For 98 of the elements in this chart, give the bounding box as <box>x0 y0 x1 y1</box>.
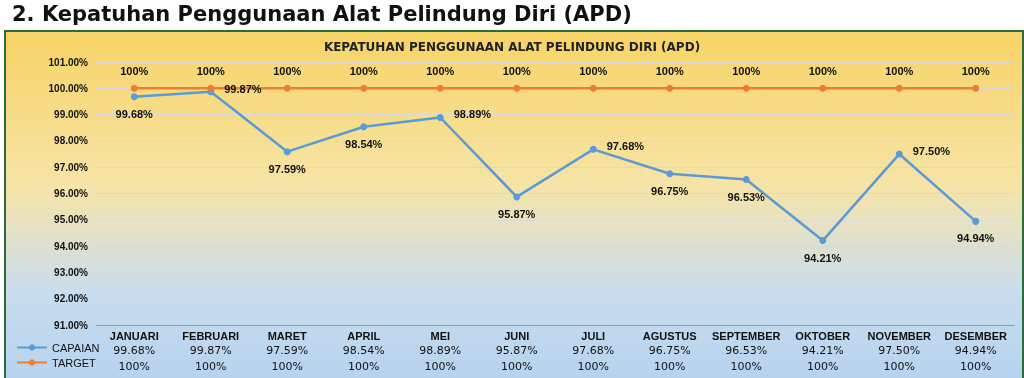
x-tick-label: JANUARI <box>109 329 159 342</box>
x-tick-label: DESEMBER <box>944 329 1007 342</box>
data-label: 97.59% <box>266 344 309 357</box>
text: 100% <box>349 65 378 78</box>
text: 100% <box>808 65 837 78</box>
point <box>513 193 521 201</box>
point <box>360 84 368 92</box>
data-label: 99.87% <box>189 344 232 357</box>
text: 100% <box>273 65 302 78</box>
data-label: 100% <box>271 360 303 373</box>
y-tick-label: 99.00% <box>54 109 89 121</box>
data-label: 100% <box>730 360 762 373</box>
text: 100% <box>196 65 225 78</box>
y-tick-label: 96.00% <box>54 188 89 199</box>
text: 100% <box>502 65 531 78</box>
point <box>436 113 444 121</box>
y-tick-label: 97.00% <box>54 161 89 173</box>
point <box>513 84 521 92</box>
chart-subtitle: KEPATUHAN PENGGUNAAN ALAT PELINDUNG DIRI (APD) <box>323 40 701 54</box>
data-label: 99.68% <box>113 344 156 357</box>
legend-label: CAPAIAN <box>52 341 100 354</box>
text: 99.68% <box>115 107 153 120</box>
point <box>283 84 291 92</box>
data-label: 96.53% <box>725 344 768 357</box>
data-label: 100% <box>501 360 533 373</box>
x-tick-label: MARET <box>267 329 308 342</box>
point <box>742 176 750 184</box>
text: 98.54% <box>345 137 383 150</box>
data-label: 100% <box>118 360 150 373</box>
point <box>666 170 674 178</box>
chart-title: 2. Kepatuhan Penggunaan Alat Pelindung Diri (APD) <box>12 2 632 26</box>
y-tick-label: 92.00% <box>54 293 89 305</box>
text: 94.21% <box>804 251 842 264</box>
x-tick-label: FEBRUARI <box>182 329 240 342</box>
data-label: 100% <box>654 360 686 373</box>
text: 100% <box>120 65 149 78</box>
point <box>666 84 674 92</box>
text: 96.53% <box>727 190 765 203</box>
y-tick-label: 101.00% <box>48 56 89 68</box>
point <box>819 237 827 245</box>
legend-label: TARGET <box>52 356 97 369</box>
data-label: 98.89% <box>419 344 462 357</box>
text: 95.87% <box>498 207 536 220</box>
point <box>207 84 215 92</box>
x-tick-label: MEI <box>430 329 451 342</box>
point <box>589 145 597 153</box>
point <box>742 84 750 92</box>
x-tick-label: SEPTEMBER <box>712 329 781 342</box>
point <box>436 84 444 92</box>
text: 100% <box>732 65 761 78</box>
x-tick-label: JUNI <box>504 329 530 342</box>
point <box>130 93 138 101</box>
point <box>360 123 368 131</box>
y-tick-label: 95.00% <box>54 214 89 226</box>
y-tick-label: 100.00% <box>48 82 89 94</box>
text: 100% <box>655 65 684 78</box>
data-label: 100% <box>348 360 380 373</box>
y-tick-label: 91.00% <box>54 319 89 331</box>
point <box>972 84 980 92</box>
x-tick-label: JULI <box>581 329 606 342</box>
data-label: 98.54% <box>342 344 385 357</box>
text: 98.89% <box>453 108 492 121</box>
text: 97.68% <box>606 140 645 153</box>
x-tick-label: OKTOBER <box>795 329 851 342</box>
data-label: 100% <box>960 360 992 373</box>
text: 100% <box>885 65 914 78</box>
text: 99.87% <box>224 82 262 95</box>
x-tick-label: NOVEMBER <box>867 329 932 342</box>
data-label: 100% <box>807 360 839 373</box>
point <box>589 84 597 92</box>
text: 97.50% <box>912 145 951 158</box>
y-tick-label: 98.00% <box>54 135 89 147</box>
text: 100% <box>961 65 990 78</box>
point <box>130 84 138 92</box>
text: 100% <box>426 65 455 78</box>
point <box>819 84 827 92</box>
data-label: 95.87% <box>495 344 538 357</box>
y-tick-label: 94.00% <box>54 240 89 252</box>
x-tick-label: AGUSTUS <box>642 329 697 342</box>
text: 94.94% <box>957 232 995 245</box>
data-label: 97.68% <box>572 344 615 357</box>
x-tick-label: APRIL <box>347 329 381 342</box>
data-label: 100% <box>195 360 227 373</box>
data-label: 96.75% <box>648 344 691 357</box>
data-label: 100% <box>883 360 915 373</box>
text: 100% <box>579 65 608 78</box>
data-label: 97.50% <box>878 344 921 357</box>
y-tick-label: 93.00% <box>54 266 89 278</box>
point <box>972 217 980 225</box>
data-label: 94.94% <box>954 344 997 357</box>
point <box>895 84 903 92</box>
text: 96.75% <box>651 184 689 197</box>
point <box>895 150 903 158</box>
data-label: 100% <box>424 360 456 373</box>
point <box>283 148 291 156</box>
data-label: 94.21% <box>801 344 844 357</box>
data-label: 100% <box>577 360 609 373</box>
text: 97.59% <box>268 162 306 175</box>
